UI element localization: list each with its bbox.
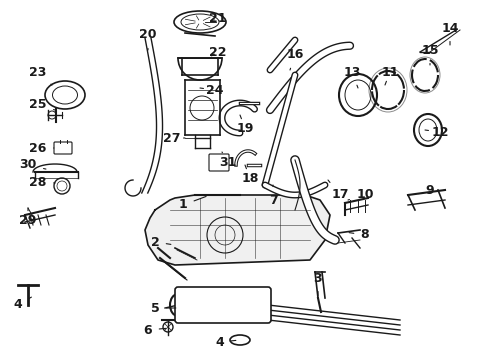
Text: 6: 6 xyxy=(143,324,165,337)
Text: 27: 27 xyxy=(163,131,184,144)
Text: 7: 7 xyxy=(268,185,277,207)
Text: 15: 15 xyxy=(420,44,438,65)
Text: 3: 3 xyxy=(313,271,322,296)
Text: 4: 4 xyxy=(215,336,235,348)
Text: 14: 14 xyxy=(440,22,458,45)
Text: 9: 9 xyxy=(418,184,433,197)
Text: 25: 25 xyxy=(29,99,55,112)
Text: 13: 13 xyxy=(343,66,360,88)
Text: 17: 17 xyxy=(327,180,348,202)
Text: 29: 29 xyxy=(19,208,37,226)
Text: 23: 23 xyxy=(29,66,52,85)
Text: 10: 10 xyxy=(347,189,373,202)
Text: 8: 8 xyxy=(348,229,368,242)
Text: 5: 5 xyxy=(150,302,176,315)
Text: 28: 28 xyxy=(29,175,55,189)
Text: 12: 12 xyxy=(424,126,448,139)
FancyBboxPatch shape xyxy=(208,154,228,171)
FancyBboxPatch shape xyxy=(175,287,270,323)
Polygon shape xyxy=(145,195,329,265)
Text: 11: 11 xyxy=(381,66,398,85)
Text: 26: 26 xyxy=(29,141,54,154)
FancyBboxPatch shape xyxy=(54,142,72,154)
Text: 30: 30 xyxy=(19,158,46,171)
Text: 24: 24 xyxy=(200,84,224,96)
Text: 21: 21 xyxy=(209,12,226,24)
Text: 20: 20 xyxy=(139,28,157,50)
Text: 16: 16 xyxy=(286,49,303,70)
Text: 18: 18 xyxy=(241,165,258,184)
Text: 19: 19 xyxy=(236,115,253,135)
Text: 31: 31 xyxy=(219,152,236,168)
Text: 22: 22 xyxy=(209,45,226,58)
Text: 2: 2 xyxy=(150,235,170,248)
Text: 1: 1 xyxy=(178,197,205,211)
Text: 4: 4 xyxy=(14,297,31,311)
